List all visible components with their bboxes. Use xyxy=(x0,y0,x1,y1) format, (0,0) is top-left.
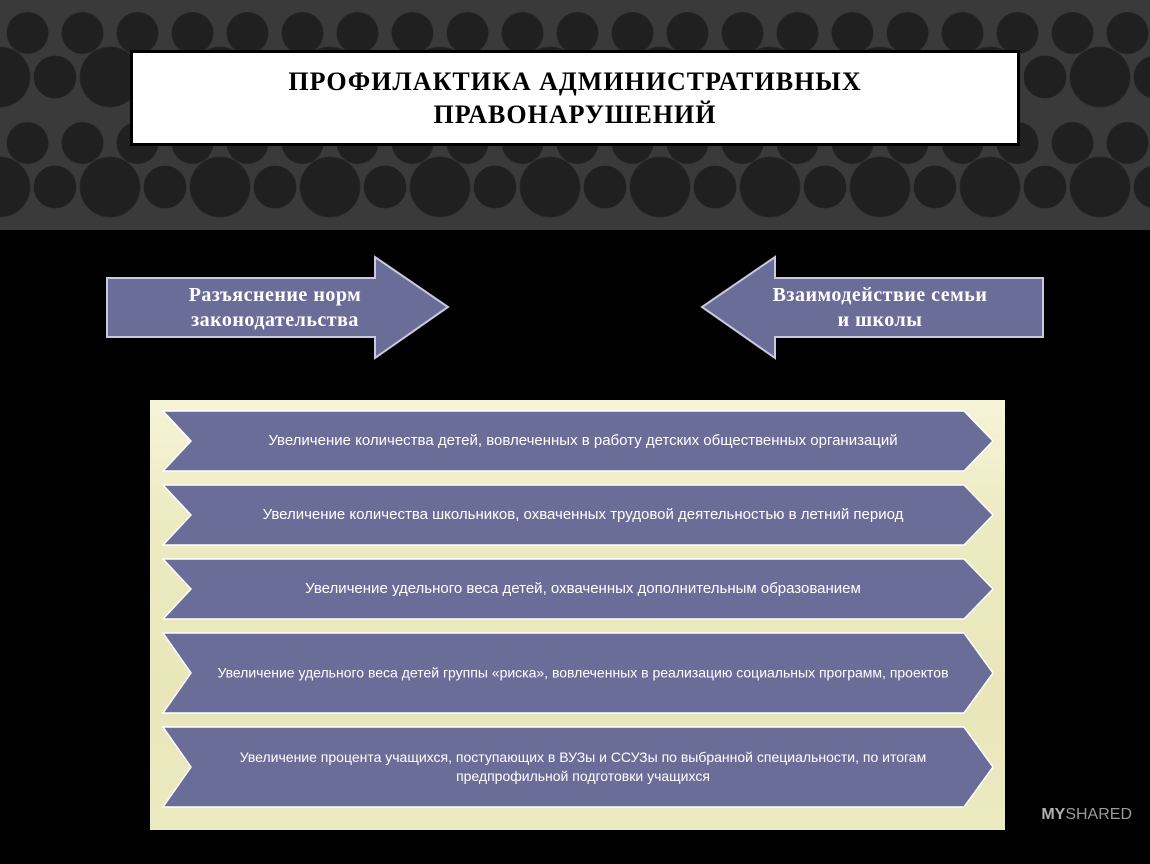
arrow-explain-legislation: Разъяснение норм законодательства xyxy=(105,255,450,360)
chevron-item: Увеличение удельного веса детей группы «… xyxy=(162,632,994,714)
chevron-item: Увеличение удельного веса детей, охвачен… xyxy=(162,558,994,620)
chevron-text: Увеличение количества детей, вовлеченных… xyxy=(207,431,959,451)
watermark: MYSHARED xyxy=(1041,806,1132,824)
chevron-panel: Увеличение количества детей, вовлеченных… xyxy=(150,400,1005,830)
title-box: ПРОФИЛАКТИКА АДМИНИСТРАТИВНЫХ ПРАВОНАРУШ… xyxy=(130,50,1020,146)
chevron-item: Увеличение количества детей, вовлеченных… xyxy=(162,410,994,472)
chevron-item: Увеличение количества школьников, охваче… xyxy=(162,484,994,546)
chevron-text: Увеличение процента учащихся, поступающи… xyxy=(207,748,959,786)
page-title: ПРОФИЛАКТИКА АДМИНИСТРАТИВНЫХ ПРАВОНАРУШ… xyxy=(153,65,997,132)
chevron-text: Увеличение удельного веса детей, охвачен… xyxy=(207,579,959,599)
watermark-suffix: SHARED xyxy=(1065,806,1132,823)
arrow-label: Взаимодействие семьи и школы xyxy=(765,283,995,333)
arrow-family-school: Взаимодействие семьи и школы xyxy=(700,255,1045,360)
watermark-prefix: MY xyxy=(1041,806,1065,823)
chevron-text: Увеличение количества школьников, охваче… xyxy=(207,505,959,525)
chevron-text: Увеличение удельного веса детей группы «… xyxy=(207,664,959,683)
chevron-item: Увеличение процента учащихся, поступающи… xyxy=(162,726,994,808)
arrow-label: Разъяснение норм законодательства xyxy=(150,283,400,333)
arrow-row: Разъяснение норм законодательства Взаимо… xyxy=(0,255,1150,365)
